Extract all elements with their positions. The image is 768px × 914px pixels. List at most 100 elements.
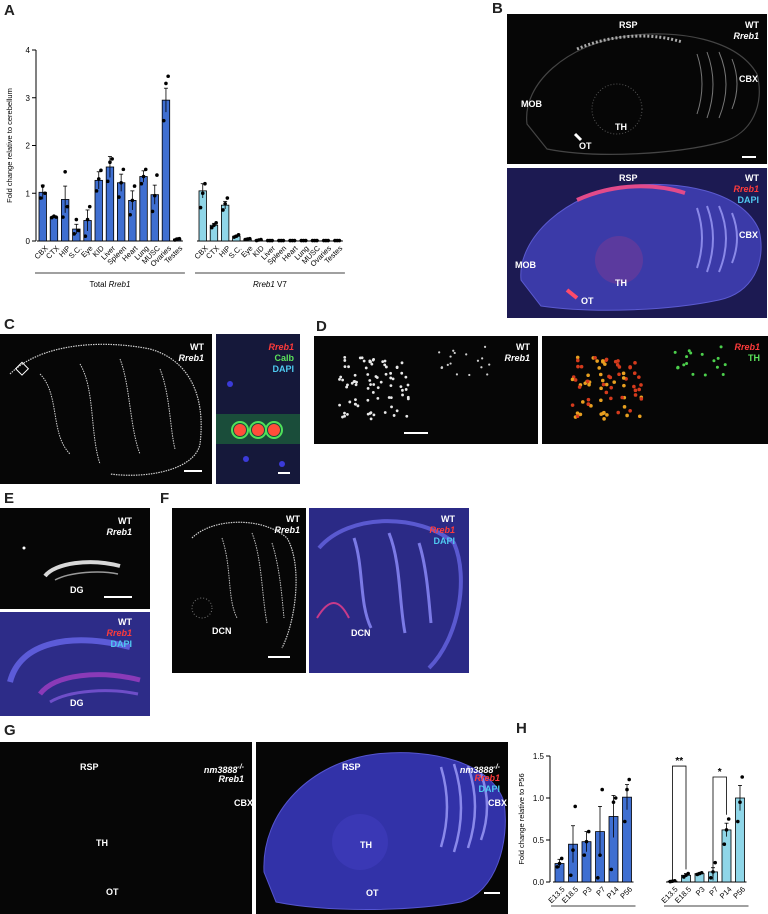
cell-dot (400, 371, 404, 375)
data-point (54, 215, 58, 219)
significance-label: ** (675, 756, 683, 767)
cell-dot (390, 405, 393, 409)
cell-dot (625, 413, 629, 418)
panel-d-right-image: Rreb1 TH (542, 336, 768, 444)
panel-g-left-image: RSP nm3888-/- Rreb1 CBX TH OT (0, 742, 252, 914)
x-tick-label: P56 (618, 885, 634, 901)
cell-dot (383, 411, 387, 414)
cell-dot (354, 398, 357, 402)
cell-dot (400, 361, 404, 365)
label-calb: Calb (274, 353, 294, 363)
purkinje-cells (216, 381, 300, 467)
genotype-sup: -/- (493, 764, 500, 771)
label-rsp: RSP (342, 762, 361, 772)
cell-dot (341, 378, 345, 382)
data-point (212, 223, 216, 228)
cell-dot (575, 355, 580, 360)
cell-dot (605, 413, 609, 417)
label-genotype: nm3888-/- (460, 762, 500, 776)
label-cbx: CBX (739, 230, 759, 240)
cell-dot (366, 386, 370, 390)
group-label: Rreb1 V7 (253, 280, 287, 289)
data-point (724, 828, 729, 832)
cell-dot (597, 366, 602, 370)
data-point (337, 238, 342, 243)
cell-dot (633, 361, 637, 365)
y-tick-label: 4 (26, 46, 31, 55)
panel-f-right-image: WT Rreb1 DAPI DCN (309, 508, 469, 673)
scale-bar (184, 470, 202, 472)
data-point (611, 800, 616, 804)
label-wt: WT (118, 516, 132, 526)
data-point (221, 208, 225, 212)
cell-dot (685, 355, 689, 359)
y-tick-label: 0.0 (533, 878, 545, 887)
cell-dot (353, 379, 357, 383)
bar (49, 216, 59, 242)
cell-dot (637, 414, 642, 419)
data-point (223, 201, 227, 206)
x-tick-label: P56 (731, 885, 747, 901)
cell-dot (347, 365, 350, 369)
panel-d-left-image: WT Rreb1 (314, 336, 538, 444)
th-neurons-merge (570, 345, 727, 421)
label-gene: Rreb1 (504, 353, 530, 363)
cell-dot (676, 365, 680, 369)
scale-bar (404, 432, 428, 434)
cell-dot (639, 397, 644, 401)
data-point (292, 238, 297, 243)
label-gene: Rreb1 (474, 773, 500, 783)
cell-dot (406, 397, 410, 401)
data-point (709, 876, 713, 880)
cell-dot (449, 362, 452, 365)
cell-dot (452, 349, 455, 352)
cell-dot (481, 357, 484, 360)
panel-g-right-image: RSP nm3888-/- Rreb1 DAPI CBX TH OT (256, 742, 508, 914)
cell-dot (616, 410, 621, 415)
data-point (569, 873, 573, 878)
cell-dot (379, 380, 383, 384)
data-point (571, 848, 575, 852)
data-point (281, 238, 286, 243)
data-point (119, 180, 123, 185)
cell-dot (607, 374, 611, 379)
brain-sagittal-knockout (263, 752, 506, 910)
cell-dot (387, 396, 391, 399)
cell-dot (602, 417, 606, 421)
cell-dot (628, 409, 632, 413)
label-gene: Rreb1 (218, 774, 244, 784)
bar (117, 182, 126, 242)
x-tick-label: P3 (581, 885, 594, 898)
label-th: TH (615, 278, 627, 288)
cell-dot (368, 379, 372, 382)
cell-dot (366, 373, 370, 376)
data-point (315, 238, 319, 243)
label-rsp: RSP (619, 20, 638, 30)
cell-dot (609, 396, 613, 401)
data-point (121, 167, 126, 172)
data-point (259, 237, 263, 242)
y-tick-label: 2 (26, 142, 31, 151)
label-wt: WT (516, 342, 530, 352)
cell-dot (577, 385, 582, 389)
cell-dot (376, 397, 380, 400)
cell-dot (573, 378, 578, 382)
data-point (128, 212, 132, 217)
label-rsp: RSP (80, 762, 99, 772)
data-point (672, 878, 677, 883)
data-point (713, 860, 717, 865)
cell-dot (576, 358, 580, 363)
cell-dot (632, 371, 637, 375)
cell-dot (383, 359, 387, 363)
data-point (139, 181, 144, 186)
cell-dot (371, 358, 375, 362)
data-point (83, 234, 88, 239)
cell-dot (391, 377, 395, 381)
bar (198, 190, 207, 242)
data-point (609, 867, 614, 872)
panel-c-right-image: Rreb1 Calb DAPI (216, 334, 300, 484)
panel-label-e: E (4, 490, 15, 507)
cell-dot (687, 349, 691, 353)
label-rsp: RSP (619, 173, 638, 183)
cell-dot (384, 372, 388, 376)
